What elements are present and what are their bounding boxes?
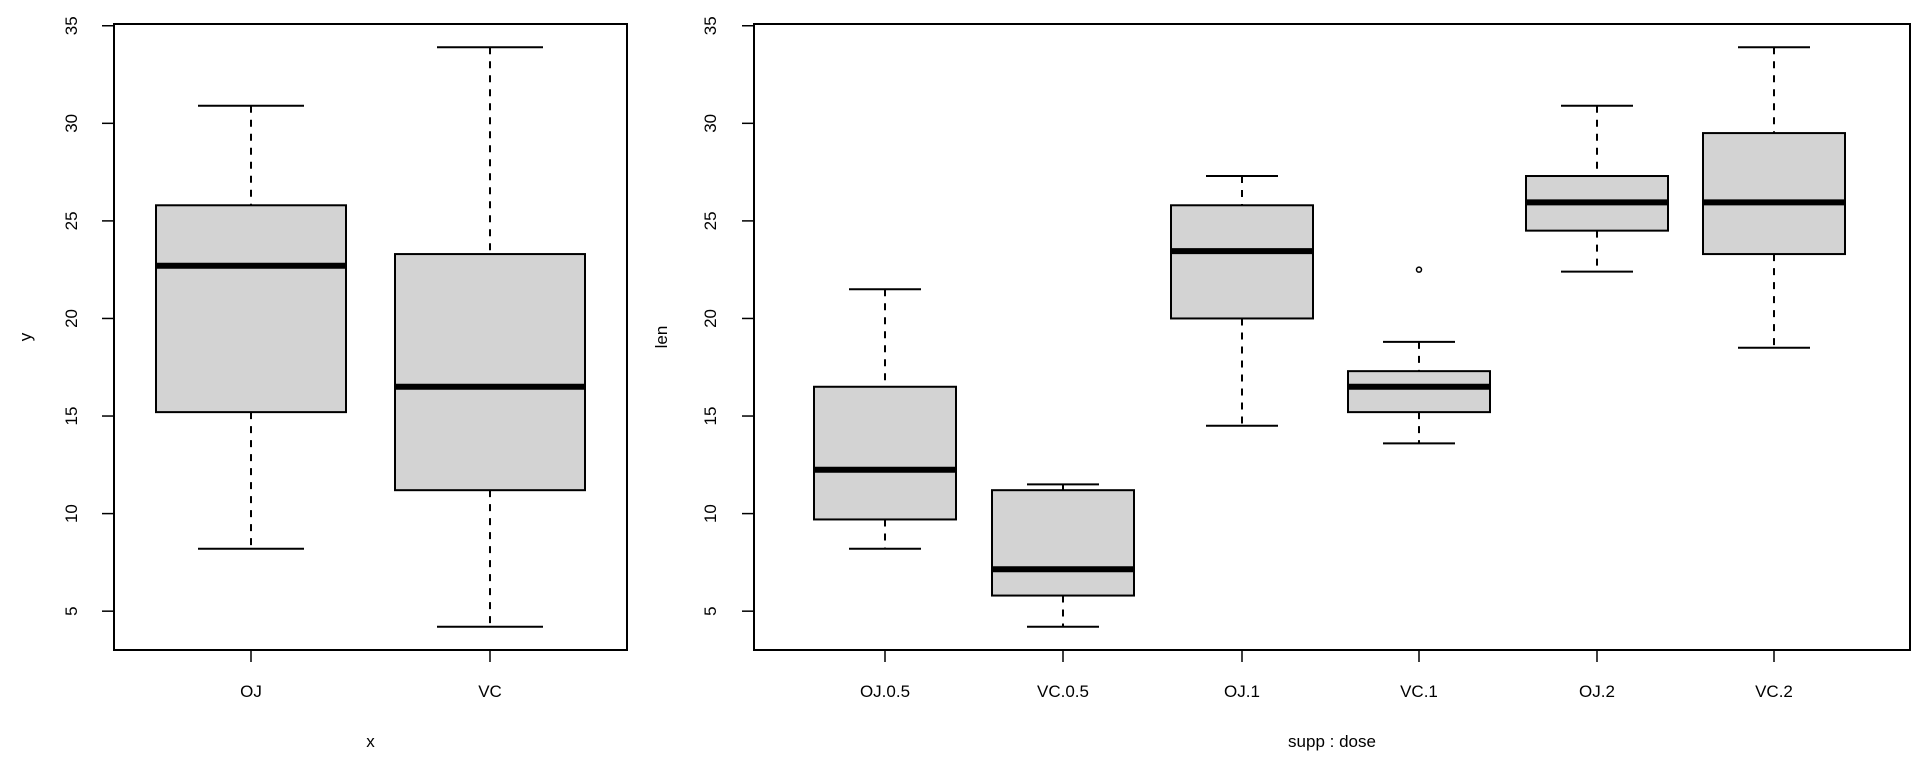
x-axis: OJ.0.5 VC.0.5 OJ.1 VC.1 OJ.2 VC.2 supp : dose xyxy=(860,650,1793,751)
box-iqr xyxy=(394,253,586,492)
box-OJ.0.5 xyxy=(813,288,957,550)
box-iqr xyxy=(155,204,347,414)
x-tick-label: VC xyxy=(478,682,502,701)
outlier-point xyxy=(1415,266,1423,273)
y-tick-label: 20 xyxy=(62,309,81,328)
box-OJ xyxy=(155,104,347,550)
y-tick-label: 5 xyxy=(701,606,720,615)
y-tick-label: 25 xyxy=(62,211,81,230)
x-axis-label: supp : dose xyxy=(1288,732,1376,751)
y-tick-label: 10 xyxy=(62,504,81,523)
y-tick-label: 35 xyxy=(701,16,720,35)
y-tick-label: 5 xyxy=(62,606,81,615)
x-tick-label: OJ.2 xyxy=(1579,682,1615,701)
y-tick-label: 15 xyxy=(701,407,720,426)
box-OJ.1 xyxy=(1170,175,1314,427)
box-iqr xyxy=(991,489,1135,597)
box-VC.2 xyxy=(1702,46,1846,349)
y-tick-label: 35 xyxy=(62,16,81,35)
y-tick-label: 30 xyxy=(62,114,81,133)
box-VC.1 xyxy=(1347,266,1491,445)
panel-1: 5 10 15 20 25 30 35 y OJ VC x xyxy=(16,16,628,751)
x-tick-label: OJ.1 xyxy=(1224,682,1260,701)
plot-frame xyxy=(753,23,1911,651)
x-tick-label: VC.0.5 xyxy=(1037,682,1089,701)
y-tick-label: 25 xyxy=(701,211,720,230)
box-iqr xyxy=(1702,132,1846,256)
box-iqr xyxy=(813,385,957,521)
x-tick-label: VC.2 xyxy=(1755,682,1793,701)
x-axis: OJ VC x xyxy=(240,650,502,751)
y-tick-label: 15 xyxy=(62,407,81,426)
box-iqr xyxy=(1170,204,1314,320)
x-tick-label: VC.1 xyxy=(1400,682,1438,701)
y-axis: 5 10 15 20 25 30 35 len xyxy=(652,16,755,616)
y-axis-label: y xyxy=(16,332,35,341)
y-tick-label: 20 xyxy=(701,309,720,328)
x-tick-label: OJ xyxy=(240,682,262,701)
panel-2: 5 10 15 20 25 30 35 len OJ.0.5 VC.0.5 OJ.1 VC.1 OJ.2… xyxy=(652,16,1911,751)
box-OJ.2 xyxy=(1525,104,1669,273)
x-tick-label: OJ.0.5 xyxy=(860,682,910,701)
x-axis-label: x xyxy=(366,732,375,751)
y-tick-label: 10 xyxy=(701,504,720,523)
box-VC xyxy=(394,46,586,628)
y-tick-label: 30 xyxy=(701,114,720,133)
y-axis: 5 10 15 20 25 30 35 y xyxy=(16,16,115,616)
box-VC.0.5 xyxy=(991,483,1135,628)
box-iqr xyxy=(1347,370,1491,414)
y-axis-label: len xyxy=(652,326,671,349)
